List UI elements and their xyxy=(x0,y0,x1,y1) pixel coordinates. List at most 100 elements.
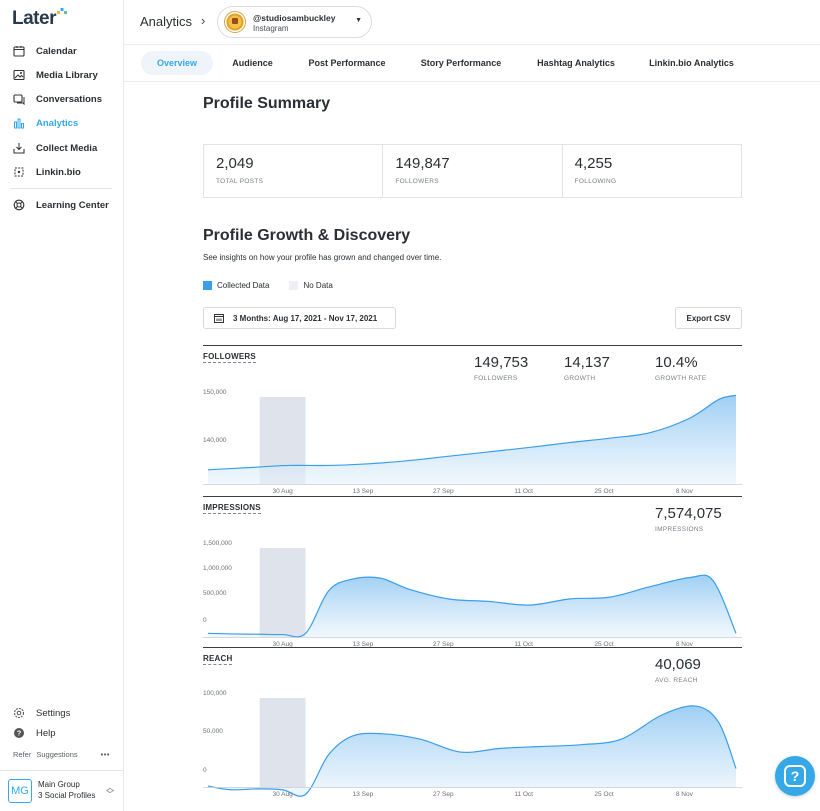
tab-hashtag-analytics[interactable]: Hashtag Analytics xyxy=(537,58,615,68)
summary-label: FOLLOWING xyxy=(574,178,617,185)
stat-label: GROWTH xyxy=(564,375,596,382)
analytics-tabs: Overview Audience Post Performance Story… xyxy=(124,46,820,82)
x-tick-label: 8 Nov xyxy=(676,641,694,648)
tab-story-performance[interactable]: Story Performance xyxy=(420,58,502,68)
sidebar-item-learning-center[interactable]: Learning Center xyxy=(12,195,109,215)
tab-post-performance[interactable]: Post Performance xyxy=(308,58,386,68)
series-area xyxy=(208,705,736,797)
reach-title[interactable]: REACH xyxy=(203,654,233,665)
no-data-band xyxy=(259,548,306,637)
sidebar-item-calendar[interactable]: Calendar xyxy=(12,41,77,61)
sidebar-item-label: Analytics xyxy=(36,117,79,129)
sidebar-item-linkin-bio[interactable]: Linkin.bio xyxy=(12,162,81,182)
question-circle-icon: ? xyxy=(12,726,26,740)
stat-label: GROWTH RATE xyxy=(655,375,707,382)
legend-label-no-data: No Data xyxy=(303,281,333,290)
x-tick-label: 30 Aug xyxy=(272,791,293,798)
legend-label-collected: Collected Data xyxy=(217,281,270,290)
settings-label: Settings xyxy=(36,707,71,719)
sidebar-item-collect-media[interactable]: Collect Media xyxy=(12,138,97,158)
sidebar-item-conversations[interactable]: Conversations xyxy=(12,89,102,109)
sidebar-item-label: Learning Center xyxy=(36,199,109,211)
sidebar-item-analytics[interactable]: Analytics xyxy=(12,113,78,133)
sidebar-item-label: Linkin.bio xyxy=(36,166,81,178)
y-tick-label: 0 xyxy=(203,617,207,624)
summary-label: FOLLOWERS xyxy=(395,178,439,185)
chart-legend: Collected Data No Data xyxy=(203,281,333,290)
y-tick-label: 1,000,000 xyxy=(203,565,232,572)
tab-audience[interactable]: Audience xyxy=(232,58,273,68)
caret-down-icon: ▼ xyxy=(355,17,362,24)
x-tick-label: 8 Nov xyxy=(676,791,694,798)
stat-value: 40,069 xyxy=(655,656,701,673)
growth-title: Profile Growth & Discovery xyxy=(203,227,411,244)
sidebar-divider xyxy=(10,188,112,189)
followers-chart[interactable]: 150,000 140,000 30 Aug 13 Sep 27 Sep 11 Oct 25… xyxy=(203,388,742,496)
suggestions-link[interactable]: Suggestions xyxy=(36,750,78,759)
inbox-download-icon xyxy=(12,141,26,155)
x-tick-label: 30 Aug xyxy=(272,641,293,648)
bar-chart-icon xyxy=(12,116,26,130)
stat-value: 14,137 xyxy=(564,354,610,371)
x-tick-label: 11 Oct xyxy=(514,791,533,798)
tab-linkin-bio-analytics[interactable]: Linkin.bio Analytics xyxy=(649,58,734,68)
gear-icon xyxy=(12,706,26,720)
export-csv-button[interactable]: Export CSV xyxy=(675,307,742,329)
no-data-band xyxy=(259,698,306,787)
stat-value: 149,753 xyxy=(474,354,529,371)
x-tick-label: 27 Sep xyxy=(433,641,454,648)
stat-value: 7,574,075 xyxy=(655,505,722,522)
help-link[interactable]: ? Help xyxy=(12,723,56,743)
series-line xyxy=(207,705,737,797)
reach-chart[interactable]: 100,000 50,000 0 30 Aug 13 Sep 27 Sep 11 Oct 25… xyxy=(203,690,742,798)
more-options-icon[interactable]: ••• xyxy=(100,750,110,759)
group-switcher[interactable]: MG Main Group 3 Social Profiles ︿ ﹀ xyxy=(0,770,124,811)
x-tick-label: 8 Nov xyxy=(676,488,694,495)
impressions-title[interactable]: IMPRESSIONS xyxy=(203,503,261,514)
sidebar-item-label: Calendar xyxy=(36,45,77,57)
series-line xyxy=(207,394,737,471)
group-name: Main Group xyxy=(38,780,80,789)
sidebar-item-media-library[interactable]: Media Library xyxy=(12,65,98,85)
calendar-icon xyxy=(214,314,224,323)
date-range-picker[interactable]: 3 Months: Aug 17, 2021 - Nov 17, 2021 xyxy=(203,307,396,329)
link-grid-icon xyxy=(12,165,26,179)
x-tick-label: 11 Oct xyxy=(514,488,533,495)
chevron-up-down-icon: ︿ ﹀ xyxy=(106,783,114,799)
summary-value: 4,255 xyxy=(574,155,613,172)
followers-title[interactable]: FOLLOWERS xyxy=(203,352,256,363)
impressions-chart[interactable]: 1,500,000 1,000,000 500,000 0 30 Aug 13 Sep 27… xyxy=(203,540,742,648)
x-tick-label: 25 Oct xyxy=(594,488,613,495)
stat-label: FOLLOWERS xyxy=(474,375,518,382)
y-tick-label: 500,000 xyxy=(203,590,227,597)
x-tick-label: 25 Oct xyxy=(594,641,613,648)
sidebar: Later Calendar Media Library Conversatio… xyxy=(0,0,124,811)
settings-link[interactable]: Settings xyxy=(12,703,70,723)
help-label: Help xyxy=(36,727,56,739)
y-tick-label: 1,500,000 xyxy=(203,540,232,547)
later-logo[interactable]: Later xyxy=(12,8,67,29)
y-tick-label: 150,000 xyxy=(203,389,227,396)
legend-swatch-collected xyxy=(203,281,212,290)
series-line xyxy=(207,574,737,638)
tab-overview[interactable]: Overview xyxy=(141,51,213,75)
help-chat-button[interactable]: ? xyxy=(775,756,815,796)
summary-value: 2,049 xyxy=(216,155,254,172)
summary-value: 149,847 xyxy=(395,155,450,172)
profile-selector[interactable]: @studiosambuckley Instagram ▼ xyxy=(217,6,372,38)
profile-handle: @studiosambuckley xyxy=(253,13,336,23)
x-tick-label: 13 Sep xyxy=(353,791,374,798)
summary-cell-followers: 149,847 FOLLOWERS xyxy=(383,145,563,197)
refer-link[interactable]: Refer xyxy=(13,750,32,759)
logo-text: Later xyxy=(12,8,56,29)
logo-dots-icon xyxy=(57,8,67,14)
stat-growth: 14,137 GROWTH xyxy=(564,354,610,382)
x-tick-label: 11 Oct xyxy=(514,641,533,648)
calendar-icon xyxy=(12,44,26,58)
top-header: Analytics › @studiosambuckley Instagram … xyxy=(124,0,820,45)
summary-cell-following: 4,255 FOLLOWING xyxy=(563,145,741,197)
stat-value: 10.4% xyxy=(655,354,698,371)
series-area xyxy=(208,395,736,484)
impressions-section: IMPRESSIONS 7,574,075 IMPRESSIONS xyxy=(203,496,742,646)
profile-network: Instagram xyxy=(253,24,289,33)
